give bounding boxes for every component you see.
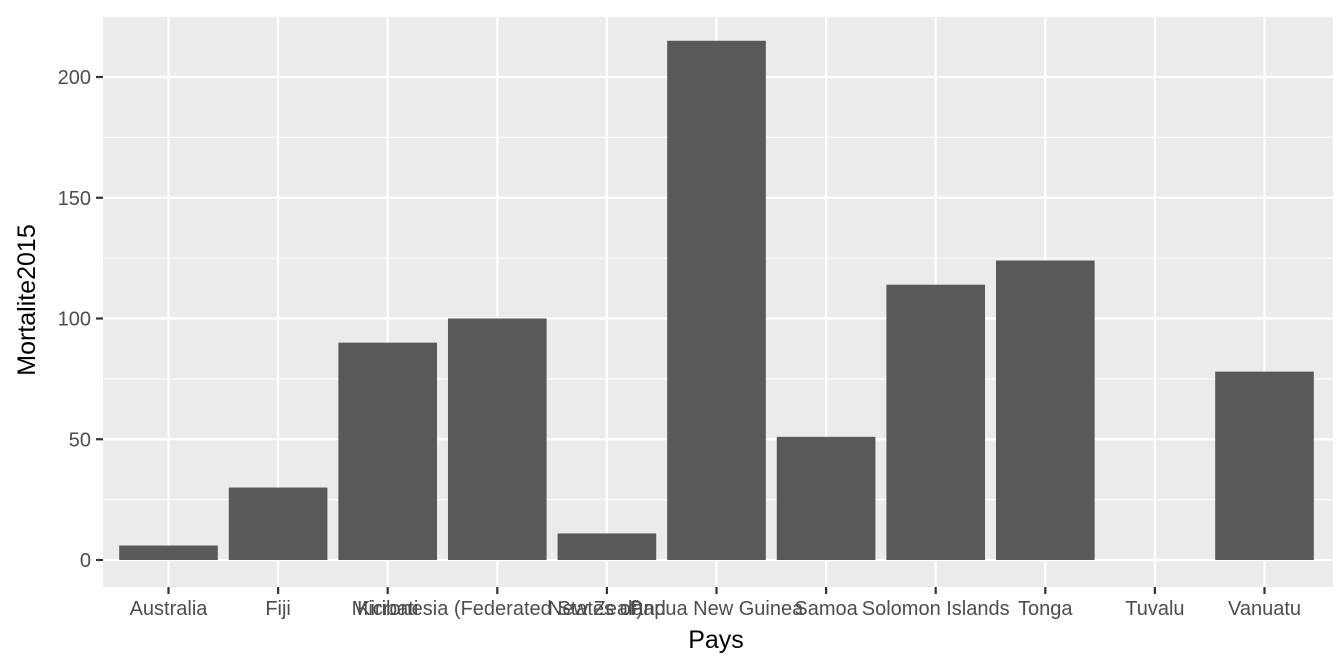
y-axis: 0 50 100 150 200 <box>58 67 103 572</box>
y-tick-label: 100 <box>58 309 91 331</box>
x-tick-label: Papua New Guinea <box>630 598 804 620</box>
y-axis-title: Mortalite2015 <box>13 224 41 375</box>
x-tick-label: Samoa <box>794 598 858 620</box>
bar-kiribati <box>338 342 438 560</box>
x-tick-label: Kiribati <box>357 598 418 620</box>
x-tick-label: Micronesia (Federated States of) <box>352 598 643 620</box>
bars <box>119 40 1314 560</box>
y-tick-label: 50 <box>69 429 91 451</box>
x-tick-label: Solomon Islands <box>862 598 1010 620</box>
x-axis-title: Pays <box>688 626 744 654</box>
y-tick-label: 0 <box>80 550 91 572</box>
bar-australia <box>119 545 218 560</box>
bar-vanuatu <box>1215 371 1314 560</box>
bar-fiji <box>228 487 328 560</box>
bar-new-zealand <box>557 533 657 560</box>
y-tick-label: 150 <box>58 188 91 210</box>
x-tick-label: New Zealand <box>548 598 666 620</box>
x-tick-label: Vanuatu <box>1228 598 1301 620</box>
x-tick-label: Tonga <box>1018 598 1073 620</box>
bar-tonga <box>995 260 1095 560</box>
x-tick-label: Tuvalu <box>1125 598 1184 620</box>
bar-papua-new-guinea <box>667 40 766 560</box>
x-tick-label: Australia <box>130 598 209 620</box>
bar-micronesia-federated-states-of <box>447 318 547 560</box>
bar-solomon-islands <box>886 284 986 560</box>
bar-samoa <box>776 436 876 560</box>
y-tick-label: 200 <box>58 67 91 89</box>
x-tick-label: Fiji <box>265 598 291 620</box>
